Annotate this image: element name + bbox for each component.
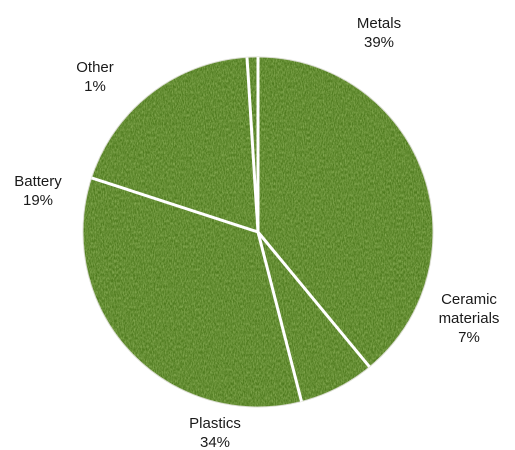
slice-separator [256, 231, 303, 402]
slice-label-plastics: Plastics 34% [189, 415, 241, 450]
slice-separators [91, 57, 371, 402]
slice-name-label: Other [76, 59, 114, 76]
slice-separator [256, 231, 371, 368]
slice-name-label: Plastics [189, 415, 241, 432]
slice-value-label: 39% [364, 34, 394, 51]
slice-value-label: 19% [23, 192, 53, 209]
slice-value-label: 34% [200, 434, 230, 450]
slice-label-other: Other 1% [76, 59, 114, 95]
slice-label-metals: Metals 39% [357, 15, 401, 51]
slice-name-label: Metals [357, 15, 401, 32]
slice-value-label: 7% [458, 329, 480, 346]
slice-name-label: Ceramic [441, 291, 497, 308]
slice-label-battery: Battery 19% [14, 173, 62, 209]
slice-labels: Metals 39% Ceramic materials 7% Plastics 34% Ba… [14, 15, 499, 450]
slice-separator [91, 176, 259, 234]
slice-separator [245, 57, 260, 233]
slice-name-label: materials [439, 310, 500, 327]
slice-label-ceramic-materials: Ceramic materials 7% [439, 291, 500, 346]
slice-name-label: Battery [14, 173, 62, 190]
slice-value-label: 1% [84, 78, 106, 95]
